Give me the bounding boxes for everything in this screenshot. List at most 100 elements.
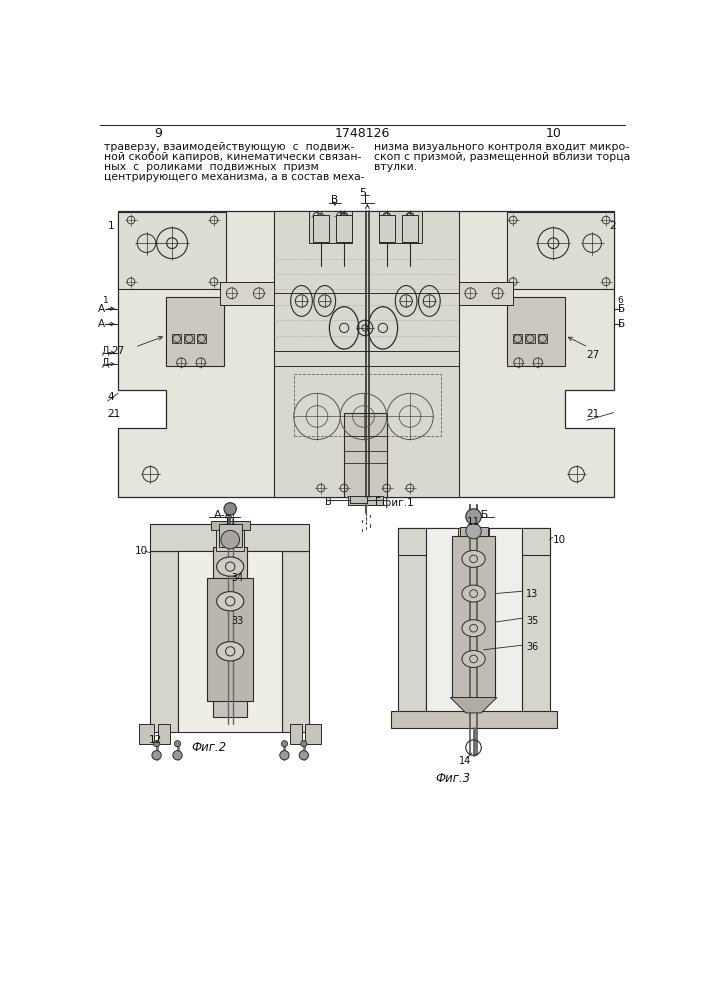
Bar — [379, 211, 421, 243]
Bar — [218, 524, 242, 547]
Ellipse shape — [462, 585, 485, 602]
Text: втулки.: втулки. — [373, 162, 416, 172]
Polygon shape — [450, 698, 497, 713]
Bar — [282, 551, 309, 732]
Bar — [177, 551, 282, 732]
Bar — [398, 528, 426, 713]
Circle shape — [466, 523, 481, 539]
Bar — [274, 211, 459, 497]
Bar — [313, 215, 329, 242]
Text: Б: Б — [618, 319, 625, 329]
Ellipse shape — [216, 642, 244, 661]
Circle shape — [281, 741, 288, 747]
Bar — [197, 334, 206, 343]
Text: Б: Б — [618, 304, 625, 314]
Text: скоп с призмой, размещенной вблизи торца: скоп с призмой, размещенной вблизи торца — [373, 152, 630, 162]
Bar — [522, 528, 549, 713]
Text: В: В — [332, 195, 339, 205]
Bar — [348, 496, 383, 505]
Ellipse shape — [216, 557, 244, 576]
Bar — [458, 528, 489, 555]
Circle shape — [280, 751, 289, 760]
Bar — [220, 282, 274, 305]
Ellipse shape — [462, 620, 485, 637]
Text: 36: 36 — [526, 642, 539, 652]
Text: 27: 27 — [587, 350, 600, 360]
Text: 10: 10 — [135, 546, 148, 556]
Circle shape — [466, 509, 481, 524]
Text: 9: 9 — [154, 127, 162, 140]
Text: 1748126: 1748126 — [335, 127, 390, 140]
Ellipse shape — [216, 592, 244, 611]
Ellipse shape — [462, 651, 485, 667]
Text: Д: Д — [102, 346, 109, 356]
Ellipse shape — [462, 550, 485, 567]
Text: 1: 1 — [107, 221, 115, 231]
Text: 4: 4 — [107, 392, 115, 402]
Bar — [207, 578, 253, 701]
Text: 10: 10 — [545, 127, 561, 140]
Text: ных  с  роликами  подвижных  призм: ных с роликами подвижных призм — [104, 162, 319, 172]
Text: 2: 2 — [609, 221, 616, 231]
Circle shape — [153, 741, 160, 747]
Bar — [309, 211, 352, 243]
Bar — [337, 215, 352, 242]
Text: 10: 10 — [553, 535, 566, 545]
Bar — [172, 334, 182, 343]
Text: 13: 13 — [526, 589, 539, 599]
Text: низма визуального контроля входит микро-: низма визуального контроля входит микро- — [373, 142, 629, 152]
Bar — [213, 547, 247, 717]
Bar — [459, 282, 513, 305]
Text: ной скобой капиров, кинематически связан-: ной скобой капиров, кинематически связан… — [104, 152, 361, 162]
Text: 1: 1 — [103, 296, 109, 305]
Bar — [185, 334, 194, 343]
Text: А: А — [98, 319, 105, 329]
Bar — [538, 334, 547, 343]
Circle shape — [152, 751, 161, 760]
Text: Г: Г — [364, 195, 370, 205]
Text: центрирующего механизма, а в состав меха-: центрирующего механизма, а в состав меха… — [104, 172, 365, 182]
Bar — [507, 297, 565, 366]
Bar — [379, 215, 395, 242]
Text: траверзу, взаимодействующую  с  подвиж-: траверзу, взаимодействующую с подвиж- — [104, 142, 354, 152]
Text: А: А — [98, 304, 105, 314]
Text: А-А: А-А — [214, 510, 233, 520]
Bar — [513, 334, 522, 343]
Bar — [507, 212, 614, 289]
Bar — [151, 524, 309, 551]
Text: Г: Г — [375, 497, 381, 507]
Circle shape — [299, 751, 308, 760]
Text: Фиг.3: Фиг.3 — [435, 772, 470, 785]
Text: Б-Б: Б-Б — [470, 510, 489, 520]
Circle shape — [175, 741, 180, 747]
Bar — [391, 711, 557, 728]
Bar — [344, 413, 387, 497]
Text: 35: 35 — [526, 615, 539, 626]
Bar — [426, 528, 522, 713]
Bar — [305, 724, 321, 744]
Text: фиг.1: фиг.1 — [379, 498, 414, 508]
Bar — [166, 297, 224, 366]
Text: 33: 33 — [232, 615, 244, 626]
Bar — [211, 521, 250, 530]
Text: 12: 12 — [149, 735, 162, 745]
Text: 27: 27 — [112, 346, 125, 356]
Bar — [139, 724, 154, 744]
Text: 5: 5 — [359, 188, 366, 198]
Text: Фиг.2: Фиг.2 — [191, 741, 226, 754]
Bar — [293, 374, 441, 436]
Bar — [398, 528, 549, 555]
Text: 11: 11 — [467, 517, 480, 527]
Bar — [525, 334, 534, 343]
Bar — [402, 215, 418, 242]
Polygon shape — [118, 211, 614, 497]
Bar — [151, 551, 177, 732]
Text: 34: 34 — [232, 573, 244, 583]
Text: 21: 21 — [587, 409, 600, 419]
Circle shape — [224, 503, 236, 515]
Bar — [216, 524, 244, 551]
Text: 14: 14 — [459, 756, 471, 766]
Circle shape — [300, 741, 307, 747]
Text: В: В — [325, 497, 332, 507]
Bar — [460, 527, 488, 536]
